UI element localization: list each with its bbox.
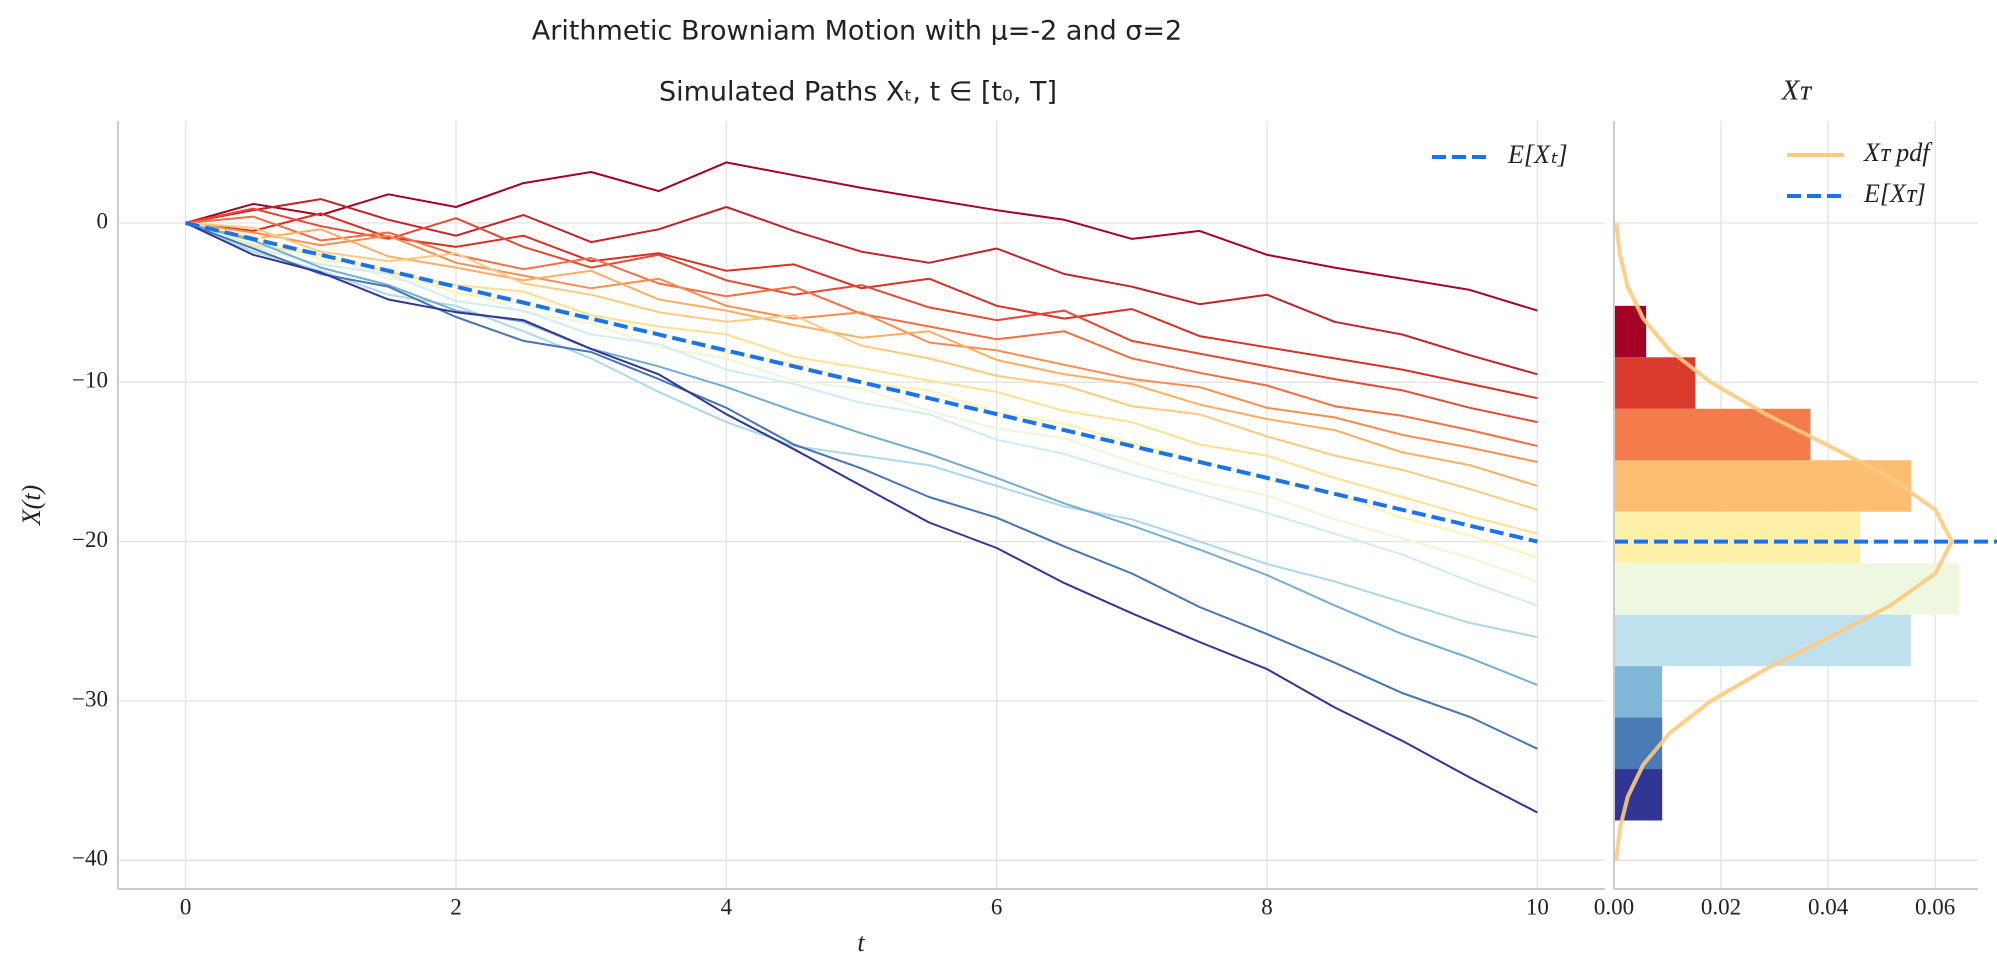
legend-label: Xᴛ pdf [1863, 138, 1933, 167]
bar [1614, 666, 1663, 718]
path-line [185, 222, 1538, 607]
x-tick-label: 10 [1526, 894, 1549, 919]
x-tick-label: 0.02 [1701, 894, 1741, 919]
x-tick-label: 6 [991, 894, 1003, 919]
pdf-line [1614, 222, 1955, 861]
y-tick-label: −30 [72, 686, 108, 711]
y-axis-label: X(t) [17, 485, 46, 526]
x-tick-label: 4 [721, 894, 733, 919]
bar [1614, 614, 1912, 667]
bar [1614, 460, 1912, 512]
bar [1614, 563, 1960, 615]
legend-label: E[Xₜ] [1507, 140, 1568, 169]
x-tick-label: 0 [180, 894, 192, 919]
path-line [185, 161, 1538, 312]
x-tick-label: 0.00 [1594, 894, 1634, 919]
y-tick-label: −20 [72, 527, 108, 552]
x-tick-label: 0.06 [1915, 894, 1955, 919]
legend-label: E[Xᴛ] [1863, 179, 1926, 208]
x-tick-label: 0.04 [1808, 894, 1849, 919]
y-tick-label: 0 [97, 208, 109, 233]
figure-title: Arithmetic Browniam Motion with μ=-2 and… [532, 16, 1182, 47]
mean-line [185, 221, 1538, 544]
x-axis-label: t [857, 928, 865, 957]
bar [1614, 717, 1663, 770]
path-line [185, 222, 1538, 463]
path-line [185, 198, 1538, 376]
chart-title: Simulated Paths Xₜ, t ∈ [t₀, T] [659, 77, 1057, 108]
path-line [185, 222, 1538, 487]
bar [1614, 408, 1811, 461]
path-line [185, 207, 1538, 424]
path-line [185, 222, 1538, 686]
path-line [185, 215, 1538, 447]
y-tick-label: −10 [72, 368, 108, 393]
bar [1614, 511, 1861, 564]
path-line [185, 222, 1538, 814]
path-line [185, 222, 1538, 583]
x-tick-label: 8 [1261, 894, 1273, 919]
path-line [185, 222, 1538, 511]
x-tick-label: 2 [450, 894, 462, 919]
chart-title: Xᴛ [1781, 75, 1813, 107]
path-line [185, 222, 1538, 639]
y-tick-label: −40 [72, 846, 108, 871]
bar [1614, 357, 1696, 409]
path-line [185, 212, 1538, 400]
path-line [185, 222, 1538, 750]
